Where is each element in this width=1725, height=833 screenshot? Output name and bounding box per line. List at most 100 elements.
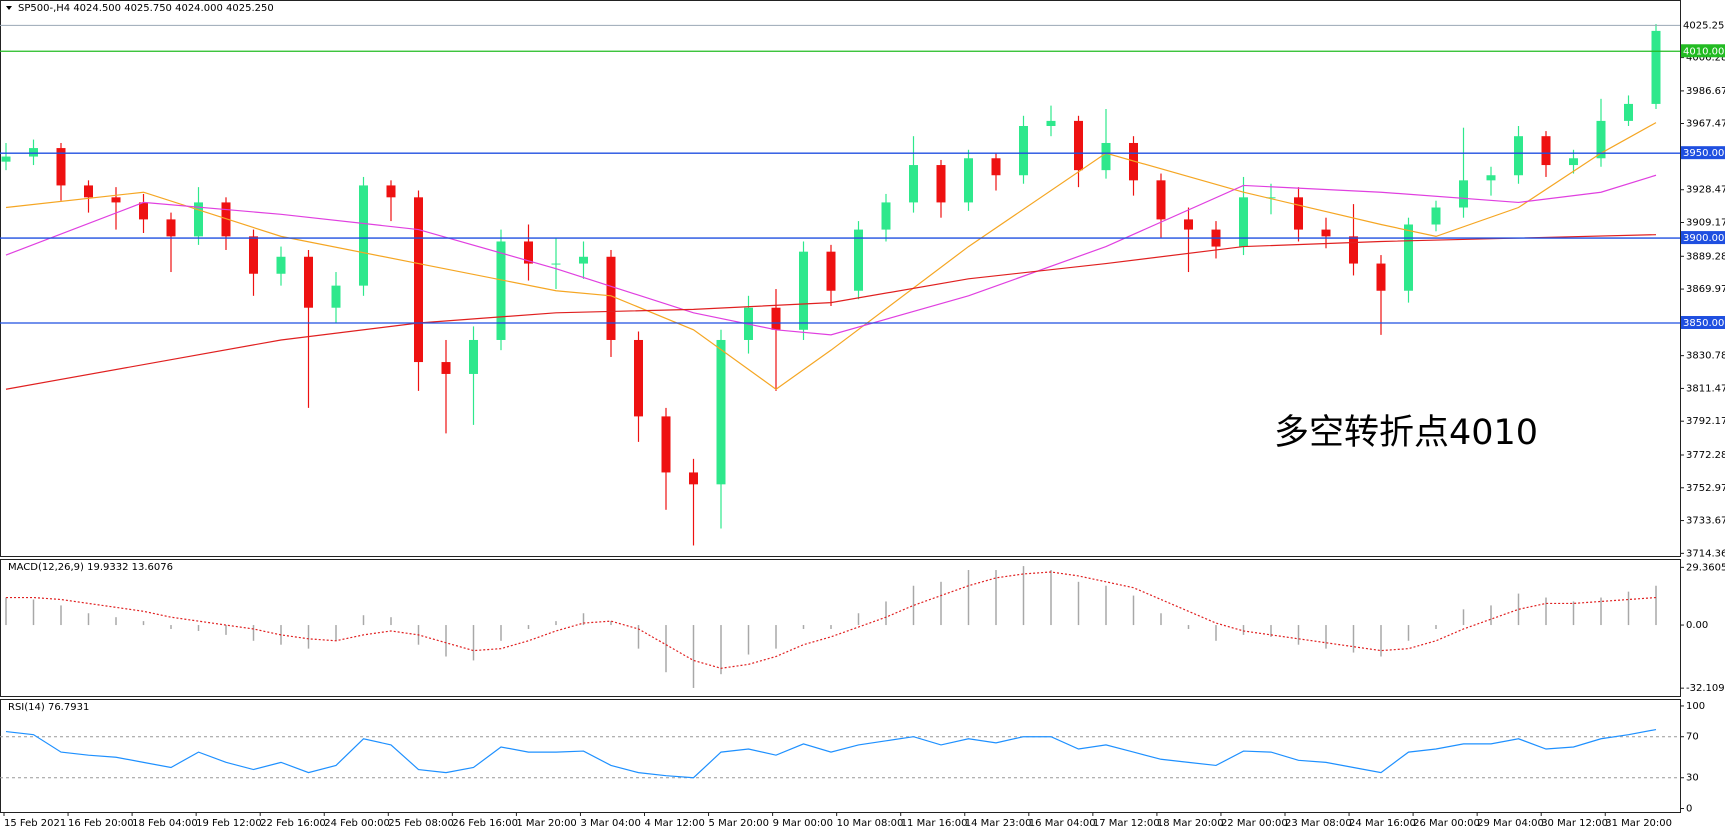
current-price-label: 4025.250 <box>1683 20 1725 31</box>
y-tick-label: 3909.170 <box>1686 218 1725 229</box>
candle-body <box>441 362 451 374</box>
current-price-box <box>1681 18 1725 32</box>
level-label: 3950.000 <box>1683 148 1725 159</box>
x-tick-label: 26 Mar 00:00 <box>1413 818 1480 829</box>
candle-body <box>854 229 863 291</box>
candle-body <box>1074 120 1083 171</box>
level-box <box>1681 146 1725 160</box>
level-box <box>1681 315 1725 329</box>
candle-body <box>1 156 11 162</box>
y-tick-label: 3772.280 <box>1686 450 1725 461</box>
x-tick-label: 18 Mar 20:00 <box>1157 818 1224 829</box>
candle-body <box>1541 136 1551 166</box>
candle-body <box>194 202 203 237</box>
candle-body <box>221 202 231 237</box>
candle-body <box>579 256 588 264</box>
x-tick-label: 5 Mar 20:00 <box>709 818 769 829</box>
x-tick-label: 3 Mar 04:00 <box>580 818 640 829</box>
candle-body <box>276 256 286 274</box>
candle-body <box>909 165 918 203</box>
x-tick-label: 19 Feb 12:00 <box>196 818 262 829</box>
moving-average <box>5 234 1657 390</box>
candle-body <box>1156 180 1166 220</box>
x-tick-label: 24 Feb 00:00 <box>324 818 390 829</box>
y-tick-label: 4006.280 <box>1686 53 1725 64</box>
candle-body <box>1569 158 1578 166</box>
x-tick-label: 15 Feb 2021 <box>4 818 66 829</box>
candle-body <box>469 339 478 374</box>
level-box <box>1681 231 1725 245</box>
candle-body <box>826 251 836 291</box>
candle-body <box>991 158 1001 176</box>
level-box <box>1681 44 1725 58</box>
candle-body <box>1101 142 1111 171</box>
candle-body <box>1459 180 1468 208</box>
candle-body <box>1321 229 1331 237</box>
macd-signal <box>6 571 1657 669</box>
y-tick-label: 3928.475 <box>1686 185 1725 196</box>
level-label: 3900.000 <box>1683 233 1725 244</box>
candle-body <box>1294 197 1303 230</box>
candle-body <box>964 158 973 203</box>
candle-body <box>496 241 506 340</box>
candle-body <box>249 236 258 274</box>
candle-body <box>1514 136 1523 176</box>
candle-body <box>166 219 176 237</box>
candle-body <box>881 202 891 230</box>
main-panel <box>0 0 1681 557</box>
candle-body <box>1624 103 1633 121</box>
candle-body <box>1046 120 1056 126</box>
y-tick-label: 100 <box>1686 701 1705 712</box>
x-tick-label: 17 Mar 12:00 <box>1093 818 1160 829</box>
x-tick-label: 31 Mar 20:00 <box>1605 818 1672 829</box>
candle-body <box>1129 142 1138 181</box>
y-tick-label: 0.00 <box>1686 620 1708 631</box>
menu-arrow <box>6 6 12 10</box>
y-tick-label: 3792.170 <box>1686 416 1725 427</box>
y-tick-label: 3830.780 <box>1686 351 1725 362</box>
macd-title: MACD(12,26,9) 19.9332 13.6076 <box>8 562 173 573</box>
x-tick-label: 25 Feb 08:00 <box>388 818 454 829</box>
candle-body <box>139 202 148 220</box>
y-tick-label: 29.3605 <box>1686 562 1725 573</box>
x-tick-label: 16 Mar 04:00 <box>1029 818 1096 829</box>
candle-body <box>689 472 698 485</box>
candle-body <box>799 251 808 330</box>
y-tick-label: 3714.365 <box>1686 548 1725 559</box>
x-tick-label: 1 Mar 20:00 <box>516 818 576 829</box>
y-tick-label: 3889.280 <box>1686 251 1725 262</box>
y-tick-label: 30 <box>1686 773 1699 784</box>
x-tick-label: 29 Mar 04:00 <box>1477 818 1544 829</box>
candle-body <box>1019 125 1028 176</box>
x-tick-label: 22 Mar 00:00 <box>1221 818 1288 829</box>
candle-body <box>359 185 368 286</box>
y-tick-label: 3752.975 <box>1686 483 1725 494</box>
x-tick-label: 10 Mar 08:00 <box>837 818 904 829</box>
candle-body <box>1239 197 1248 247</box>
candle-body <box>1431 207 1441 225</box>
x-tick-label: 24 Mar 16:00 <box>1349 818 1416 829</box>
candle-body <box>1376 263 1386 291</box>
x-tick-label: 22 Feb 16:00 <box>260 818 326 829</box>
x-tick-label: 9 Mar 00:00 <box>773 818 833 829</box>
candle-body <box>1404 224 1413 291</box>
x-tick-label: 18 Feb 04:00 <box>132 818 198 829</box>
candle-body <box>661 416 671 473</box>
candle-body <box>111 197 121 203</box>
candle-body <box>606 256 616 340</box>
candle-body <box>1651 30 1661 104</box>
moving-average <box>5 174 1657 336</box>
candle-body <box>386 185 396 198</box>
candle-body <box>551 263 561 265</box>
y-tick-label: 3733.670 <box>1686 516 1725 527</box>
candle-body <box>936 165 946 203</box>
candle-body <box>1184 219 1193 230</box>
y-tick-label: 3967.470 <box>1686 118 1725 129</box>
chart-title: SP500-,H4 4024.500 4025.750 4024.000 402… <box>18 3 274 14</box>
candle-body <box>84 185 93 198</box>
candle-body <box>414 197 423 363</box>
x-tick-label: 11 Mar 16:00 <box>901 818 968 829</box>
